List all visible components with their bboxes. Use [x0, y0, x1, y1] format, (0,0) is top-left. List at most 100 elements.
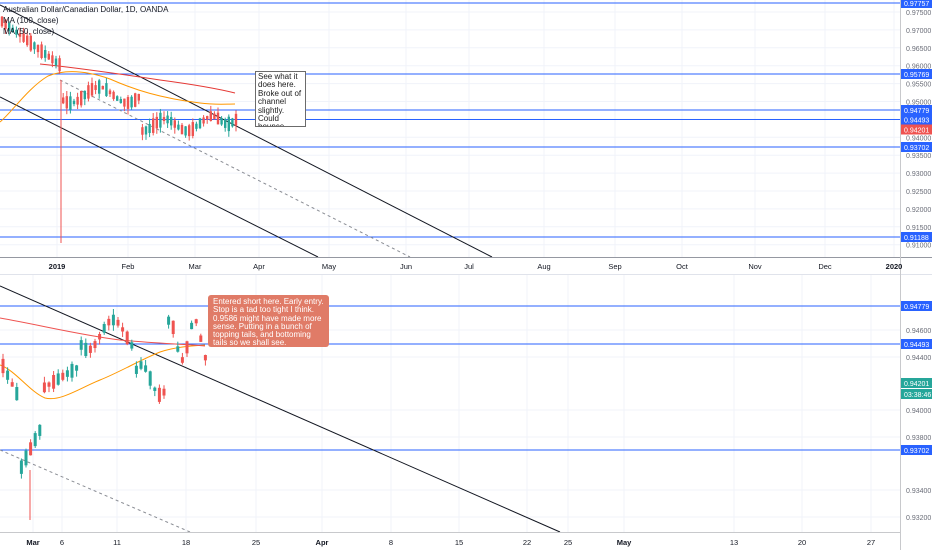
- time-tick: 2019: [49, 262, 66, 271]
- candle: [119, 99, 122, 104]
- candle: [139, 361, 143, 369]
- price-tick: 0.95500: [906, 82, 931, 89]
- level-badge: [901, 301, 932, 311]
- level-badge: [901, 445, 932, 455]
- chart-legend: Australian Dollar/Canadian Dollar, 1D, O…: [3, 4, 168, 37]
- candle: [185, 341, 189, 354]
- candle: [1, 358, 5, 374]
- candle: [148, 123, 151, 133]
- candle: [116, 96, 119, 101]
- level-badge: [901, 69, 932, 79]
- candle: [188, 125, 191, 137]
- candle: [170, 117, 173, 126]
- candle: [40, 44, 43, 59]
- price-label: 0.94201: [904, 381, 929, 388]
- candle: [83, 90, 86, 100]
- candle: [93, 341, 97, 349]
- candle: [8, 22, 11, 31]
- legend-ma50: MA (50, close): [3, 27, 55, 36]
- price-tick: 0.92500: [906, 189, 931, 196]
- candle: [203, 355, 207, 361]
- candle: [167, 316, 171, 325]
- candle: [184, 126, 187, 136]
- trend-line: [0, 285, 561, 533]
- candle: [231, 118, 234, 127]
- price-tick: 0.96500: [906, 46, 931, 53]
- candle: [162, 388, 166, 396]
- price-tick: 0.97500: [906, 10, 931, 17]
- time-tick: 27: [867, 538, 875, 547]
- level-label: 0.93702: [904, 145, 929, 152]
- price-badge: [901, 378, 932, 388]
- candle: [176, 346, 180, 352]
- candle: [33, 433, 37, 447]
- price-tick: 0.94000: [906, 408, 931, 415]
- level-badge: [901, 142, 932, 152]
- candle: [166, 115, 169, 124]
- level-badge: [901, 114, 932, 125]
- time-tick: 13: [730, 538, 738, 547]
- candle: [202, 117, 205, 124]
- candle: [227, 116, 230, 132]
- price-tick: 0.93400: [906, 488, 931, 495]
- candle: [6, 370, 10, 380]
- candle: [198, 118, 202, 129]
- note-top[interactable]: See what it does here. Broke out of chan…: [255, 71, 306, 127]
- level-badge: [901, 339, 932, 349]
- candle: [4, 19, 7, 29]
- candle: [153, 387, 157, 391]
- candle: [47, 53, 50, 60]
- candle: [125, 331, 129, 345]
- candle: [0, 16, 4, 27]
- grid: [0, 0, 900, 532]
- candle: [61, 372, 65, 380]
- time-tick: 18: [182, 538, 190, 547]
- candle: [36, 44, 40, 53]
- timer-label: 03:38:46: [904, 392, 931, 399]
- candle: [70, 363, 74, 378]
- level-label: 0.97757: [904, 1, 929, 8]
- time-tick: 2020: [886, 262, 903, 271]
- candle: [69, 96, 72, 110]
- candle: [51, 55, 54, 64]
- candle: [44, 49, 47, 58]
- candle: [56, 373, 60, 385]
- price-tick: 0.93500: [906, 153, 931, 160]
- time-tick: 25: [564, 538, 572, 547]
- price-tick: 0.97000: [906, 28, 931, 35]
- candle: [107, 318, 111, 326]
- candle: [134, 93, 137, 107]
- level-label: 0.94493: [904, 118, 929, 125]
- time-tick: Mar: [189, 262, 202, 271]
- candle: [171, 320, 175, 335]
- candle: [112, 91, 115, 100]
- candle: [76, 96, 79, 105]
- candle: [220, 118, 223, 125]
- time-tick: Jun: [400, 262, 412, 271]
- candle: [130, 96, 133, 108]
- candle: [98, 334, 102, 340]
- candle: [206, 116, 209, 120]
- level-label: 0.94779: [904, 304, 929, 311]
- price-tick: 0.93000: [906, 171, 931, 178]
- trend-line: [0, 96, 319, 258]
- candle: [75, 365, 79, 371]
- candle: [24, 450, 28, 466]
- ma50-line: [0, 344, 206, 400]
- price-tick: 0.92000: [906, 207, 931, 214]
- price-tick: 0.96000: [906, 64, 931, 71]
- candle: [155, 116, 158, 129]
- note-bottom[interactable]: Entered short here. Early entry. Stop is…: [208, 295, 329, 347]
- candle: [105, 83, 108, 97]
- candle: [101, 85, 104, 90]
- candle: [102, 324, 106, 333]
- candle: [19, 460, 23, 474]
- ma50-line: [0, 71, 236, 123]
- candle: [130, 342, 134, 349]
- price-label: 0.94201: [904, 128, 929, 135]
- candle: [180, 357, 184, 363]
- level-badge: [901, 0, 932, 8]
- price-tick: 0.93200: [906, 515, 931, 522]
- candle: [126, 97, 130, 109]
